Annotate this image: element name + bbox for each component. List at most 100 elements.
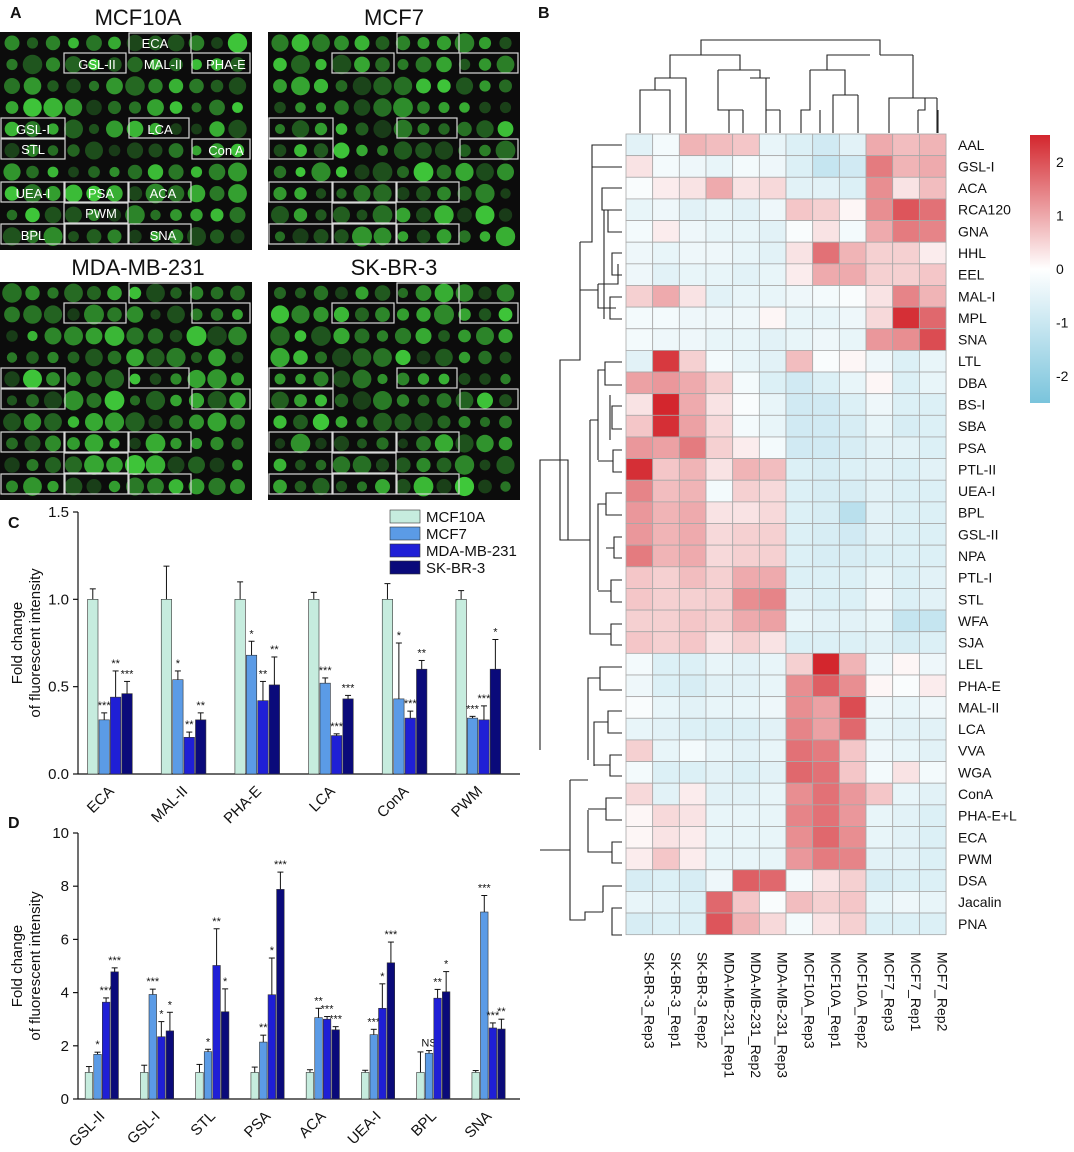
- heatmap-cell: [785, 847, 814, 871]
- heatmap-cell: [705, 631, 734, 654]
- box-label-aca: ACA: [150, 186, 177, 201]
- array-spot: [497, 121, 514, 137]
- array-spot: [149, 58, 162, 71]
- array-spot: [167, 185, 185, 202]
- array-spot: [335, 166, 348, 178]
- array-spot: [335, 480, 348, 493]
- heatmap-cell: [918, 652, 947, 676]
- array-spot: [150, 209, 161, 221]
- array-spot: [88, 166, 100, 178]
- array-spot: [499, 79, 512, 93]
- array-spot: [145, 390, 166, 411]
- heatmap-cell: [678, 198, 707, 221]
- array-spot: [187, 369, 206, 389]
- heatmap-column-label: MCF10A_Rep1: [828, 952, 844, 1049]
- array-spot: [166, 347, 186, 368]
- array-spot: [373, 98, 392, 117]
- y-tick-label: 1.5: [48, 504, 69, 521]
- array-spot: [476, 434, 494, 453]
- lectin-box: [396, 367, 458, 389]
- array-spot: [393, 119, 413, 139]
- array-spot: [393, 141, 413, 160]
- array-spot: [372, 205, 393, 225]
- array-spot: [315, 58, 327, 71]
- heatmap-cell: [865, 133, 894, 157]
- heatmap-cell: [732, 328, 760, 351]
- heatmap-row-label: Jacalin: [958, 894, 1002, 910]
- heatmap-cell: [865, 566, 894, 589]
- heatmap-cell: [625, 652, 654, 676]
- array-spot: [373, 184, 392, 203]
- array-spot: [498, 328, 513, 344]
- array-spot: [47, 166, 59, 178]
- heatmap-cell: [918, 631, 947, 654]
- array-spot: [5, 101, 19, 114]
- heatmap-cell: [652, 220, 680, 243]
- array-spot: [294, 394, 307, 407]
- array-spot: [170, 373, 182, 385]
- significance-label: *: [176, 658, 181, 670]
- lectin-box: [396, 282, 460, 304]
- heatmap-cell: [812, 371, 840, 395]
- array-spot: [271, 34, 289, 52]
- heatmap-cell: [918, 198, 947, 221]
- array-spot: [355, 307, 369, 322]
- lectin-box: [63, 431, 129, 453]
- array-spot: [313, 371, 329, 387]
- heatmap-cell: [652, 782, 680, 806]
- array-spot: [500, 481, 511, 492]
- array-spot: [438, 123, 450, 135]
- heatmap-cell: [918, 847, 947, 871]
- box-label-stl: STL: [21, 142, 45, 157]
- array-spot: [169, 329, 183, 343]
- array-spot: [107, 307, 122, 322]
- heatmap-cell: [732, 912, 760, 936]
- array-spot: [210, 79, 224, 93]
- heatmap-cell: [758, 176, 787, 200]
- heatmap-cell: [838, 761, 867, 784]
- array-spot: [496, 55, 515, 74]
- heatmap-cell: [812, 631, 840, 654]
- heatmap-cell: [705, 804, 734, 827]
- heatmap-cell: [705, 414, 734, 438]
- heatmap-cell: [865, 847, 894, 871]
- heatmap-cell: [865, 631, 894, 654]
- heatmap-cell: [785, 198, 814, 221]
- array-spot: [395, 349, 411, 366]
- bar: [489, 668, 501, 775]
- heatmap-cell: [918, 458, 947, 481]
- heatmap-cell: [652, 285, 680, 308]
- heatmap-cell: [625, 436, 654, 459]
- heatmap-cell: [678, 501, 707, 524]
- heatmap-cell: [705, 912, 734, 936]
- heatmap-cell: [892, 847, 920, 871]
- array-spot: [150, 309, 161, 320]
- array-spot: [167, 305, 185, 324]
- array-spot: [207, 369, 227, 389]
- heatmap-column-labels: SK-BR-3_Rep3 SK-BR-3_Rep1 SK-BR-3_Rep2 MDA-…: [641, 952, 950, 1078]
- lectin-box: [331, 431, 397, 453]
- lectin-box: [268, 181, 334, 203]
- heatmap-cell: [892, 436, 920, 459]
- bar: [84, 1072, 94, 1100]
- y-tick-label: 1.0: [48, 591, 69, 608]
- heatmap-cell: [732, 220, 760, 243]
- array-spot: [230, 57, 245, 72]
- heatmap-cell: [838, 696, 867, 719]
- array-spot: [109, 166, 120, 178]
- heatmap-cell: [892, 371, 920, 395]
- array-spot: [315, 394, 327, 407]
- lectin-box: [63, 52, 127, 74]
- heatmap-cell: [678, 176, 707, 200]
- bar: [110, 971, 119, 1100]
- array-spot: [67, 416, 80, 428]
- array-spot: [108, 144, 121, 157]
- heatmap-cell: [732, 782, 760, 806]
- heatmap-cell: [892, 631, 920, 654]
- heatmap-cell: [678, 631, 707, 654]
- heatmap-cell: [865, 869, 894, 892]
- array-spot: [312, 413, 330, 431]
- array-spot: [88, 123, 100, 135]
- heatmap-cell: [785, 523, 814, 546]
- array-spot: [188, 35, 205, 51]
